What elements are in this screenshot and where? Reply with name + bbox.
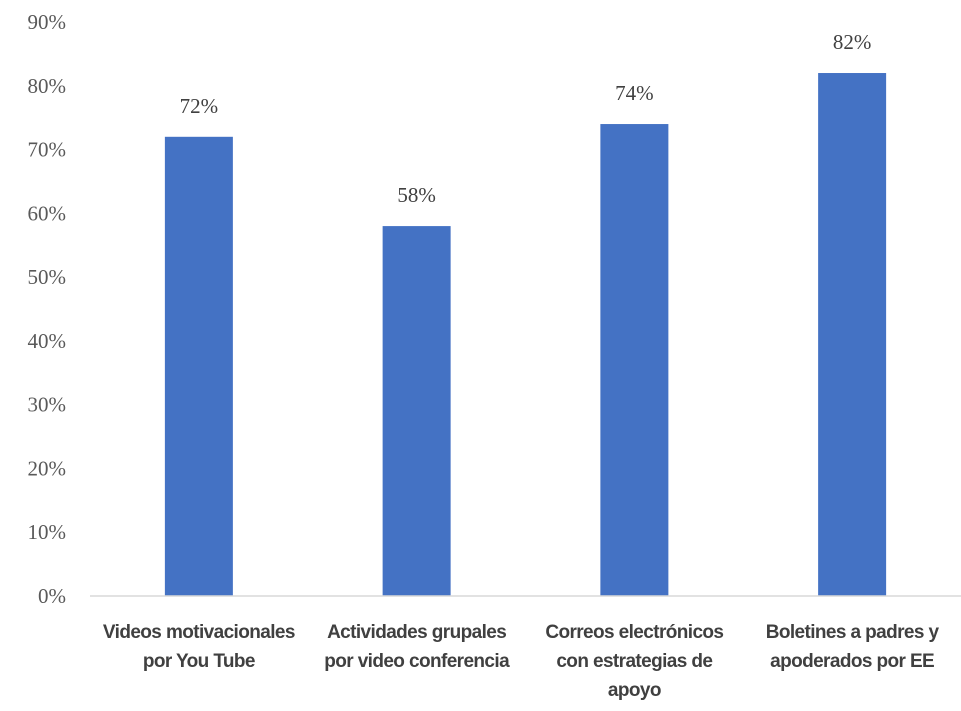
y-tick-label: 20% (28, 456, 67, 480)
category-label: Boletines a padres y apoderados por EE (766, 622, 940, 672)
category-label: Videos motivacionales por You Tube (103, 622, 295, 672)
y-axis-ticks: 0% 10% 20% 30% 40% 50% 60% 70% 80% 90% (28, 10, 67, 608)
y-tick-label: 60% (28, 201, 67, 225)
y-tick-label: 40% (28, 329, 67, 353)
bars (164, 73, 887, 597)
y-tick-label: 80% (28, 74, 67, 98)
data-label: 74% (615, 81, 654, 105)
y-tick-label: 50% (28, 265, 67, 289)
y-tick-label: 0% (38, 584, 66, 608)
data-label: 72% (180, 94, 219, 118)
y-tick-label: 90% (28, 10, 67, 34)
y-tick-label: 30% (28, 393, 67, 417)
data-label: 58% (397, 183, 436, 207)
bar (600, 124, 669, 597)
bar (164, 136, 233, 597)
data-label: 82% (833, 30, 872, 54)
y-tick-label: 10% (28, 520, 67, 544)
data-labels: 72% 58% 74% 82% (180, 30, 872, 207)
bar (382, 226, 451, 597)
category-labels: Videos motivacionales por You Tube Activid… (103, 622, 940, 701)
category-label: Actividades grupales por video conferenci… (324, 622, 510, 672)
bar (818, 73, 887, 597)
category-label: Correos electrónicos con estrategias de ap… (545, 622, 723, 701)
y-tick-label: 70% (28, 138, 67, 162)
